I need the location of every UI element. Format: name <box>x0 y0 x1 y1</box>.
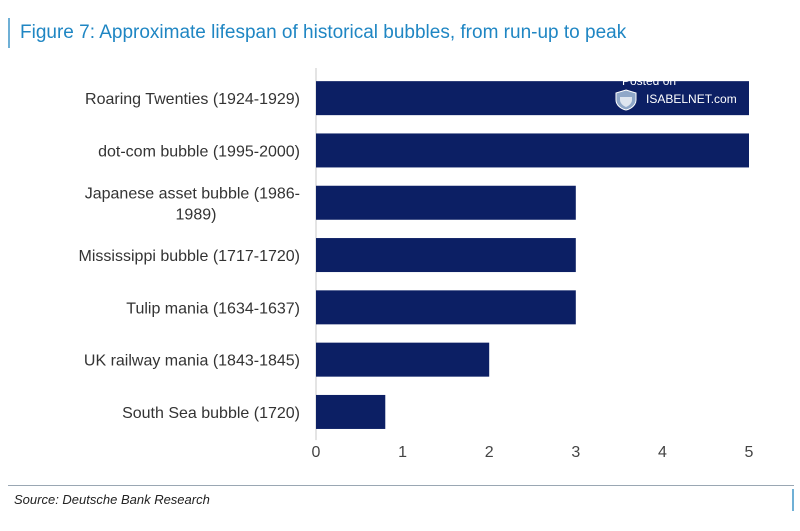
source-accent <box>792 489 794 511</box>
bar <box>316 81 749 116</box>
x-tick-label: 1 <box>398 444 407 461</box>
bar <box>316 133 749 168</box>
x-tick-label: 4 <box>658 444 667 461</box>
bar <box>316 342 490 377</box>
bar <box>316 290 576 325</box>
shield-logo-icon <box>615 89 637 111</box>
x-tick-label: 5 <box>745 444 754 461</box>
chart-title: Figure 7: Approximate lifespan of histor… <box>20 22 627 43</box>
x-tick-label: 0 <box>312 444 321 461</box>
category-label: dot-com bubble (1995-2000) <box>98 143 300 160</box>
category-label: Mississippi bubble (1717-1720) <box>79 248 300 265</box>
watermark: Posted on ISABELNET.com <box>612 74 752 112</box>
watermark-brand: ISABELNET.com <box>646 92 737 106</box>
x-tick-label: 3 <box>571 444 580 461</box>
bar <box>316 394 386 429</box>
category-label: 1989) <box>176 206 217 223</box>
category-label: South Sea bubble (1720) <box>122 405 300 422</box>
source-divider <box>8 485 794 486</box>
bar <box>316 238 576 273</box>
category-label: Roaring Twenties (1924-1929) <box>85 91 300 108</box>
category-label: UK railway mania (1843-1845) <box>84 353 300 370</box>
title-bar: Figure 7: Approximate lifespan of histor… <box>8 18 794 48</box>
source-note: Source: Deutsche Bank Research <box>14 492 210 507</box>
category-label: Japanese asset bubble (1986- <box>85 185 300 202</box>
bar <box>316 185 576 220</box>
bar-chart: Roaring Twenties (1924-1929) dot-com bubb… <box>79 68 754 461</box>
x-tick-label: 2 <box>485 444 494 461</box>
category-label: Tulip mania (1634-1637) <box>126 300 300 317</box>
watermark-posted-on: Posted on <box>622 74 677 88</box>
